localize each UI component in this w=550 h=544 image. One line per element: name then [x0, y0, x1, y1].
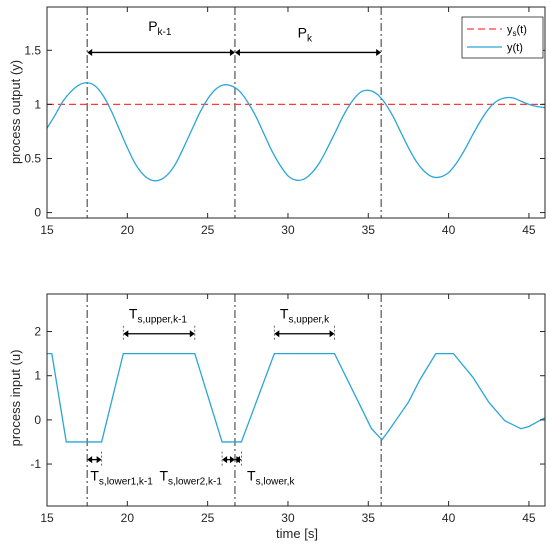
y-tick-label: 2	[34, 325, 41, 339]
annotation-arrowhead-right	[229, 456, 235, 464]
annotation-label: Pk	[298, 24, 313, 44]
legend: ys(t) y(t)	[461, 16, 544, 59]
x-tick-label: 35	[362, 511, 376, 525]
legend-label-setpoint: ys(t)	[507, 24, 527, 38]
x-tick-label: 15	[40, 511, 54, 525]
annotation-label: Ts,lower,k	[247, 467, 295, 487]
y-tick-label: 0.5	[24, 151, 41, 165]
x-tick-label: 45	[522, 223, 536, 237]
x-tick-label: 30	[281, 511, 295, 525]
bottom-y-axis-label: process input (u)	[8, 350, 23, 447]
period-annotations: Pk-1 Pk	[87, 18, 382, 56]
x-tick-label: 30	[281, 223, 295, 237]
annotation-label: Ts,upper,k-1	[129, 305, 187, 325]
x-tick-label: 25	[201, 511, 215, 525]
annotation-arrowhead-right	[236, 456, 242, 464]
annotation-arrowhead-left	[234, 48, 240, 56]
legend-label-output: y(t)	[507, 42, 523, 54]
bottom-axes-frame	[46, 293, 546, 507]
input-curve	[47, 352, 546, 443]
y-tick-label: 1.5	[24, 43, 41, 57]
annotation-arrowhead-left	[87, 456, 93, 464]
annotation-arrowhead-right	[96, 456, 102, 464]
bottom-panel: Ts,upper,k-1 Ts,upper,k Ts,lower1,k-1 Ts,lo…	[8, 293, 546, 541]
bottom-reference-vlines	[86, 294, 382, 506]
x-tick-label: 45	[522, 511, 536, 525]
y-tick-label: 1	[34, 97, 41, 111]
top-panel: Pk-1 Pk 15 20 25 30 35 40 45 0 0.5 1 1.5 process o…	[8, 6, 546, 237]
legend-box	[461, 16, 544, 59]
annotation-arrowhead-left	[123, 330, 129, 338]
y-tick-label: 0	[34, 206, 41, 220]
x-tick-label: 20	[121, 511, 135, 525]
top-axes-frame	[46, 6, 546, 219]
output-curve	[46, 82, 546, 182]
x-tick-label: 25	[201, 223, 215, 237]
settling-annotations: Ts,upper,k-1 Ts,upper,k Ts,lower1,k-1 Ts,lo…	[87, 305, 335, 487]
x-tick-label: 35	[362, 223, 376, 237]
annotation-label: Ts,lower2,k-1	[159, 467, 222, 487]
top-y-ticks: 0 0.5 1 1.5	[24, 43, 545, 220]
annotation-arrowhead-right	[189, 330, 195, 338]
top-y-axis-label: process output (y)	[8, 60, 23, 164]
bottom-y-ticks: -1 0 1 2	[30, 325, 545, 471]
bottom-x-ticks: 15 20 25 30 35 40 45	[40, 294, 536, 525]
annotation-arrowhead-right	[376, 48, 382, 56]
y-tick-label: 1	[34, 369, 41, 383]
x-axis-label: time [s]	[276, 526, 318, 541]
x-tick-label: 15	[40, 223, 54, 237]
x-tick-label: 40	[442, 223, 456, 237]
x-tick-label: 40	[442, 511, 456, 525]
annotation-arrowhead-left	[222, 456, 228, 464]
top-x-ticks: 15 20 25 30 35 40 45	[40, 7, 536, 237]
annotation-arrowhead-left	[87, 48, 93, 56]
top-reference-vlines	[86, 7, 382, 218]
annotation-label: Ts,lower1,k-1	[90, 467, 153, 487]
annotation-label: Pk-1	[148, 18, 172, 38]
annotation-label: Ts,upper,k	[280, 305, 330, 325]
x-tick-label: 20	[121, 223, 135, 237]
annotation-arrowhead-right	[229, 48, 235, 56]
y-tick-label: -1	[30, 457, 41, 471]
y-tick-label: 0	[34, 413, 41, 427]
annotation-arrowhead-left	[274, 330, 280, 338]
annotation-arrowhead-right	[329, 330, 335, 338]
